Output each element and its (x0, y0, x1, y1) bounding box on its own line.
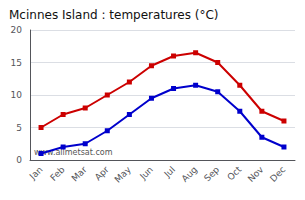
svg-text:Sep: Sep (202, 164, 221, 183)
svg-text:0: 0 (16, 155, 22, 165)
svg-text:May: May (113, 164, 134, 185)
svg-text:Feb: Feb (48, 164, 67, 183)
svg-text:5: 5 (16, 123, 22, 133)
svg-text:Nov: Nov (246, 164, 266, 184)
svg-text:Aug: Aug (180, 164, 199, 183)
svg-text:www.allmetsat.com: www.allmetsat.com (34, 147, 113, 157)
svg-text:10: 10 (11, 90, 23, 100)
svg-text:Jan: Jan (27, 164, 45, 182)
svg-text:Mar: Mar (70, 164, 89, 183)
svg-text:20: 20 (11, 25, 23, 35)
svg-text:Apr: Apr (93, 164, 111, 182)
svg-text:Mcinnes Island : temperatures: Mcinnes Island : temperatures (°C) (9, 8, 219, 22)
svg-text:Jun: Jun (137, 164, 155, 182)
svg-text:Jul: Jul (162, 164, 177, 179)
svg-text:15: 15 (11, 58, 22, 68)
svg-text:Dec: Dec (268, 164, 287, 183)
svg-text:Oct: Oct (225, 164, 243, 182)
